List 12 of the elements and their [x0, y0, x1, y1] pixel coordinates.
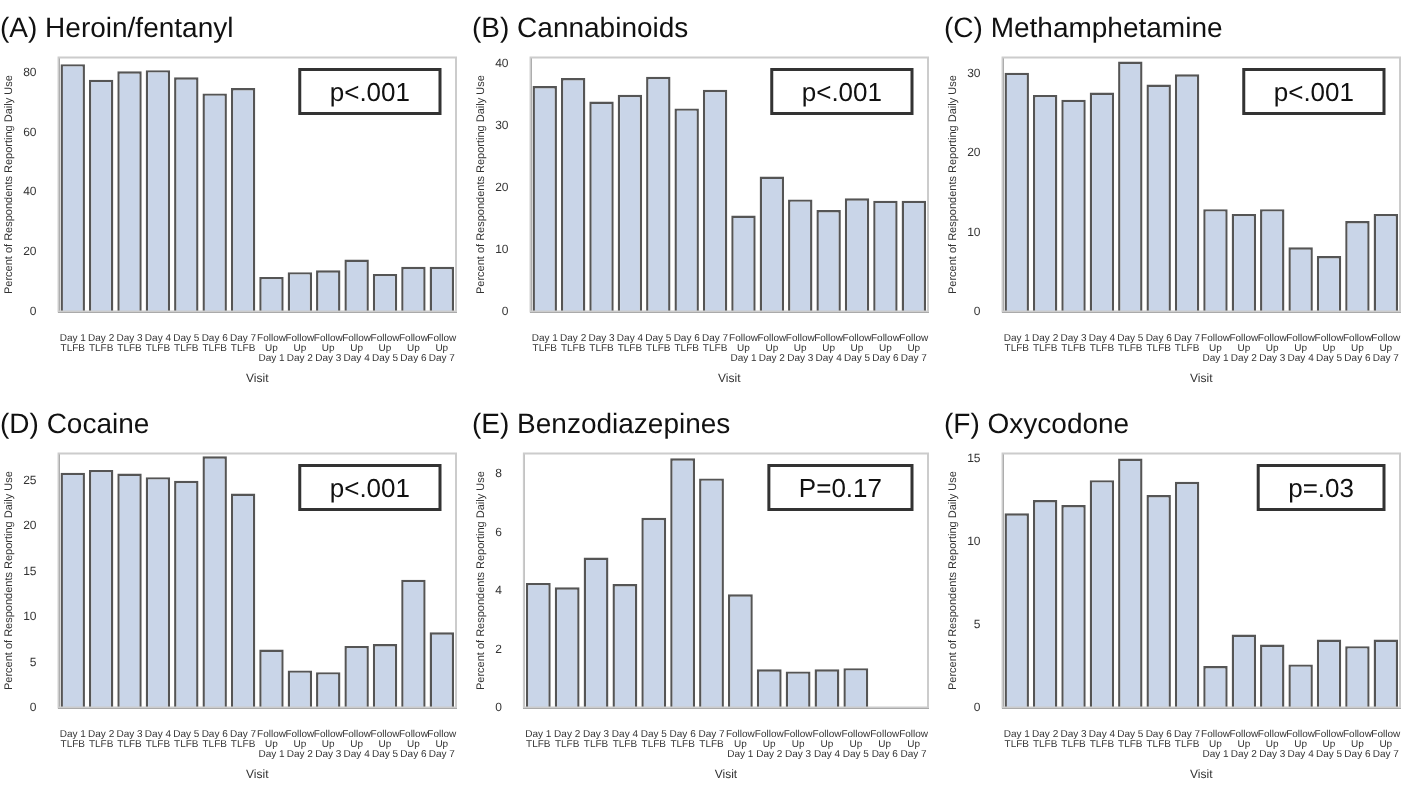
chart-title: (A) Heroin/fentanyl — [0, 10, 234, 43]
annotation: p<.001 — [329, 472, 410, 503]
annotation: p=.03 — [1288, 472, 1355, 503]
annotation: p<.001 — [1273, 76, 1354, 107]
chart-title: (D) Cocaine — [0, 406, 150, 439]
annotation: p<.001 — [329, 76, 410, 107]
chart-title: (F) Oxycodone — [944, 406, 1130, 439]
chart-title: (E) Benzodiazepines — [472, 406, 731, 439]
chart-title: (C) Methamphetamine — [944, 10, 1223, 43]
annotation: P=0.17 — [798, 472, 883, 503]
annotation: p<.001 — [801, 76, 882, 107]
chart-title: (B) Cannabinoids — [472, 10, 689, 43]
